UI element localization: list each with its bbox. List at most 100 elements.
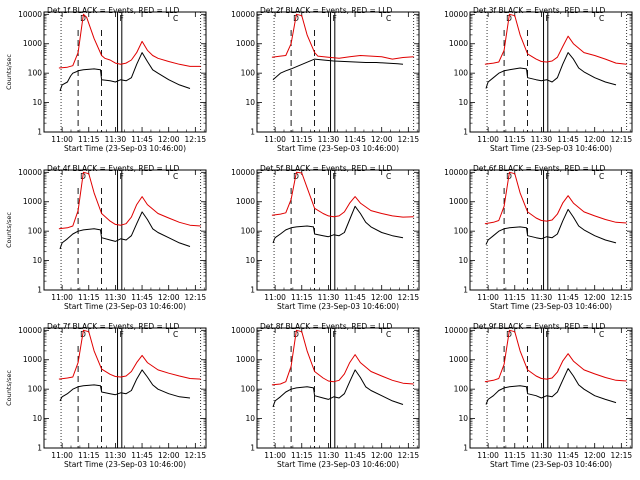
x-tick-label: 11:00: [51, 451, 73, 460]
x-tick-label: 11:15: [291, 293, 313, 302]
events-series-line: [59, 52, 191, 92]
x-tick-label: 11:45: [131, 135, 153, 144]
y-tick-label: 100: [241, 69, 256, 78]
x-tick-label: 12:00: [158, 293, 180, 302]
plot-frame: [256, 169, 420, 291]
lld-series-line: [58, 171, 201, 230]
events-series-line: [485, 368, 617, 405]
events-series-line: [272, 205, 404, 244]
x-tick-label: 11:15: [78, 451, 100, 460]
x-axis-label: Start Time (23-Sep-03 10:46:00): [490, 144, 612, 153]
time-markers: [486, 12, 628, 132]
y-tick-label: 100: [241, 385, 256, 394]
plot-frame: [256, 11, 420, 133]
x-tick-label: 11:00: [264, 293, 286, 302]
plot-frame: [43, 11, 207, 133]
y-tick-label: 1000: [23, 197, 42, 206]
y-tick-label: 1000: [449, 39, 468, 48]
x-tick-label: 11:00: [264, 451, 286, 460]
y-tick-label: 10000: [18, 168, 42, 177]
y-tick-label: 1000: [23, 355, 42, 364]
detector-panel: Det 4f BLACK = Events, RED = LLD 1 10 100 10…: [5, 164, 207, 311]
x-tick-label: 12:15: [185, 293, 207, 302]
x-tick-label: 12:00: [158, 135, 180, 144]
time-markers: [486, 328, 628, 448]
time-markers: [273, 12, 415, 132]
panel-title: Det 8f BLACK = Events, RED = LLD: [260, 322, 393, 331]
y-tick-label: 10000: [231, 326, 255, 335]
x-tick-label: 11:15: [291, 451, 313, 460]
x-tick-label: 12:00: [584, 451, 606, 460]
y-tick-label: 1000: [236, 39, 255, 48]
y-tick-label: 10: [32, 414, 42, 423]
panel-title: Det 4f BLACK = Events, RED = LLD: [47, 164, 180, 173]
y-tick-label: 100: [454, 227, 469, 236]
x-tick-label: 12:15: [611, 135, 633, 144]
y-tick-label: 100: [28, 69, 43, 78]
series-group: [58, 171, 201, 250]
events-series-line: [272, 58, 404, 81]
x-axis-label: Start Time (23-Sep-03 10:46:00): [277, 144, 399, 153]
y-tick-label: 1: [463, 128, 468, 137]
y-tick-label: 100: [28, 227, 43, 236]
detector-panel: Det 3f BLACK = Events, RED = LLD 1 10 100 10…: [444, 6, 633, 153]
y-tick-label: 100: [241, 227, 256, 236]
x-tick-label: 11:45: [344, 293, 366, 302]
marker-letter: C: [173, 14, 178, 23]
detector-panel: Det 7f BLACK = Events, RED = LLD 1 10 100 10…: [5, 322, 207, 469]
marker-letter: C: [386, 330, 391, 339]
x-tick-label: 11:15: [504, 293, 526, 302]
y-tick-label: 10: [32, 98, 42, 107]
panel-title: Det 5f BLACK = Events, RED = LLD: [260, 164, 393, 173]
marker-letter: F: [333, 172, 337, 181]
y-tick-label: 1: [37, 286, 42, 295]
x-tick-label: 12:00: [158, 451, 180, 460]
marker-letter: C: [599, 14, 604, 23]
y-tick-label: 1: [250, 128, 255, 137]
x-tick-label: 11:00: [264, 135, 286, 144]
time-markers: [60, 170, 202, 290]
x-tick-label: 12:15: [185, 451, 207, 460]
marker-letter: F: [546, 172, 550, 181]
marker-letter: F: [546, 14, 550, 23]
detector-panel: Det 5f BLACK = Events, RED = LLD 1 10 100 10…: [231, 164, 420, 311]
y-tick-label: 10: [458, 256, 468, 265]
x-tick-label: 11:00: [477, 451, 499, 460]
x-tick-label: 11:45: [131, 293, 153, 302]
x-tick-label: 11:45: [557, 293, 579, 302]
plot-frame: [469, 327, 633, 449]
x-tick-label: 12:15: [185, 135, 207, 144]
y-tick-label: 10: [245, 256, 255, 265]
marker-letter: F: [546, 330, 550, 339]
lld-series-line: [484, 329, 627, 383]
events-series-line: [59, 369, 191, 402]
x-tick-label: 11:30: [318, 451, 340, 460]
x-axis-label: Start Time (23-Sep-03 10:46:00): [64, 302, 186, 311]
y-tick-label: 100: [28, 385, 43, 394]
lld-series-line: [484, 13, 627, 65]
x-tick-label: 11:30: [531, 293, 553, 302]
detector-panel: Det 2f BLACK = Events, RED = LLD 1 10 100 10…: [231, 6, 420, 153]
panel-title: Det 7f BLACK = Events, RED = LLD: [47, 322, 180, 331]
y-tick-label: 10: [245, 98, 255, 107]
series-group: [271, 329, 414, 408]
y-tick-label: 1: [463, 286, 468, 295]
series-group: [484, 171, 627, 245]
x-axis-label: Start Time (23-Sep-03 10:46:00): [490, 302, 612, 311]
marker-letter: D: [293, 172, 299, 181]
plot-frame: [469, 169, 633, 291]
lld-series-line: [58, 329, 201, 380]
y-tick-label: 10: [458, 98, 468, 107]
y-axis-label: Counts/sec: [5, 212, 13, 248]
x-tick-label: 11:45: [557, 451, 579, 460]
y-tick-label: 10000: [231, 168, 255, 177]
marker-letter: C: [599, 172, 604, 181]
y-tick-label: 10000: [18, 326, 42, 335]
x-tick-label: 12:00: [371, 293, 393, 302]
y-tick-label: 1: [250, 444, 255, 453]
time-markers: [60, 12, 202, 132]
y-tick-label: 10000: [444, 168, 468, 177]
y-tick-label: 10000: [444, 326, 468, 335]
y-tick-label: 1000: [449, 355, 468, 364]
